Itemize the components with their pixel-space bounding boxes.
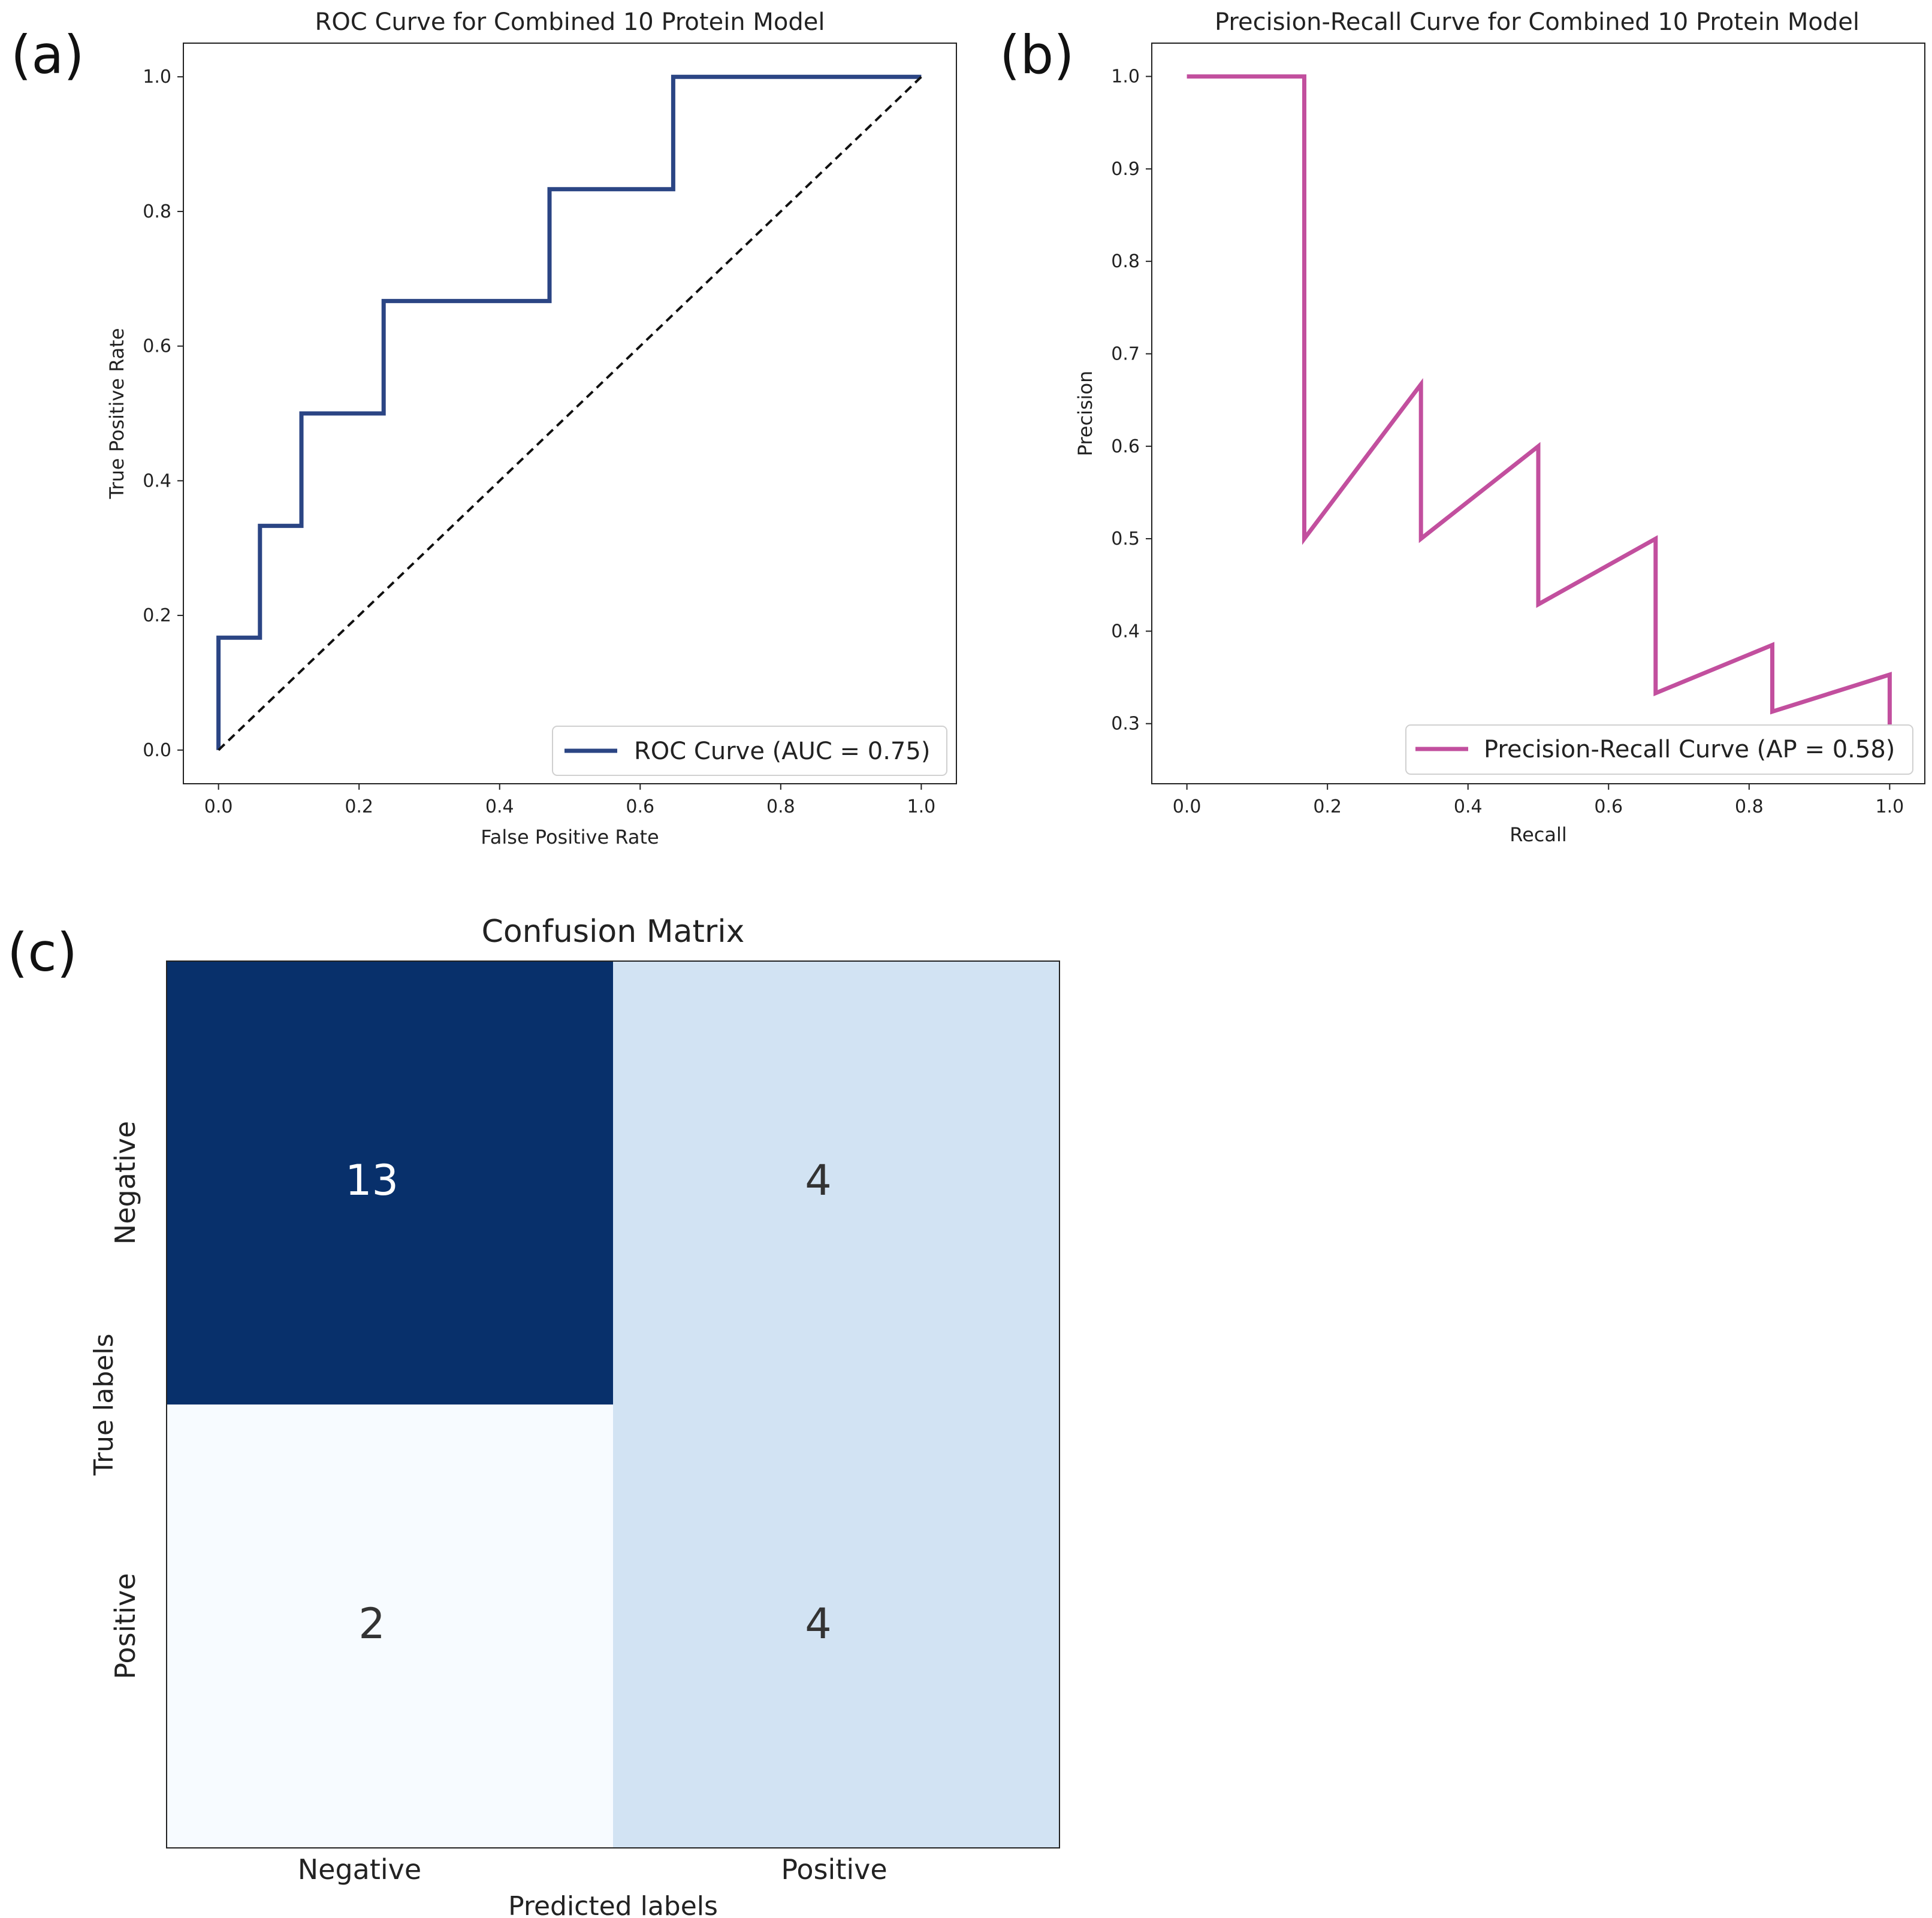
- cm-cell-negative-negative: [167, 961, 613, 1404]
- panel-label-a: (a): [11, 24, 84, 86]
- pr-title: Precision-Recall Curve for Combined 10 P…: [1215, 8, 1859, 36]
- cm-title: Confusion Matrix: [482, 914, 745, 950]
- roc-ylabel: True Positive Rate: [105, 328, 128, 499]
- confusion-matrix: Confusion Matrix 13 4 2 4 Negative Positive…: [89, 914, 1060, 1918]
- pr-ytick-label: 1.0: [1111, 67, 1140, 87]
- pr-ytick-label: 0.8: [1111, 251, 1140, 272]
- roc-ytick-label: 1.0: [143, 67, 171, 87]
- cm-value-negative-negative: 13: [345, 1156, 399, 1205]
- roc-ytick-label: 0.2: [143, 605, 171, 626]
- roc-xtick-label: 0.6: [626, 796, 654, 817]
- pr-ytick-label: 0.4: [1111, 621, 1140, 642]
- roc-xtick-label: 0.8: [766, 796, 795, 817]
- cm-ytick-negative: Negative: [109, 1121, 141, 1245]
- pr-lines: [1187, 74, 1892, 733]
- pr-curve: [1187, 74, 1892, 733]
- pr-ylabel: Precision: [1074, 371, 1097, 457]
- cm-cell-positive-positive: [613, 1404, 1059, 1848]
- cm-value-negative-positive: 4: [805, 1156, 832, 1205]
- roc-xtick-label: 0.4: [485, 796, 514, 817]
- roc-ytick-label: 0.0: [143, 740, 171, 761]
- roc-xtick-label: 0.0: [204, 796, 233, 817]
- roc-ytick-label: 0.6: [143, 336, 171, 357]
- panel-label-b: (b): [1000, 24, 1074, 86]
- roc-legend-label: ROC Curve (AUC = 0.75): [634, 738, 930, 765]
- roc-ytick-label: 0.8: [143, 201, 171, 222]
- roc-xtick-label: 1.0: [907, 796, 936, 817]
- cm-xlabel: Predicted labels: [508, 1891, 718, 1918]
- pr-legend-box: [1405, 724, 1913, 775]
- pr-ytick-label: 0.9: [1111, 159, 1140, 180]
- roc-lines: [216, 74, 922, 751]
- pr-legend-label: Precision-Recall Curve (AP = 0.58): [1484, 736, 1895, 763]
- pr-xtick-label: 0.4: [1454, 796, 1483, 817]
- roc-legend-box: [552, 726, 947, 776]
- pr-ytick-label: 0.6: [1111, 436, 1140, 457]
- pr-xtick-label: 0.6: [1594, 796, 1623, 817]
- roc-title: ROC Curve for Combined 10 Protein Model: [315, 8, 825, 36]
- pr-xlabel: Recall: [1510, 823, 1566, 846]
- roc-xlabel: False Positive Rate: [481, 826, 659, 848]
- pr-legend: Precision-Recall Curve (AP = 0.58): [1405, 724, 1913, 775]
- cm-xtick-positive: Positive: [781, 1853, 887, 1886]
- pr-xtick-label: 0.0: [1173, 796, 1202, 817]
- pr-ytick-label: 0.5: [1111, 528, 1140, 549]
- cm-cell-positive-negative: [167, 1404, 613, 1848]
- roc-ticks: 0.0 0.2 0.4 0.6 0.8 1.0 0.0 0.2 0.4 0.6 0.8 1.0: [143, 67, 935, 817]
- cm-cells: 13 4 2 4: [167, 961, 1059, 1848]
- panel-label-c: (c): [7, 922, 77, 983]
- roc-legend: ROC Curve (AUC = 0.75): [552, 726, 947, 776]
- pr-ytick-label: 0.7: [1111, 343, 1140, 364]
- pr-xtick-label: 1.0: [1876, 796, 1904, 817]
- pr-plot-frame: [1151, 43, 1925, 784]
- cm-value-positive-positive: 4: [805, 1599, 832, 1648]
- pr-chart: Precision-Recall Curve for Combined 10 P…: [1074, 8, 1925, 846]
- cm-frame: [166, 960, 1060, 1848]
- pr-xtick-label: 0.2: [1313, 796, 1342, 817]
- pr-xtick-label: 0.8: [1735, 796, 1764, 817]
- cm-ytick-positive: Positive: [109, 1573, 141, 1679]
- roc-xtick-label: 0.2: [345, 796, 373, 817]
- roc-ytick-label: 0.4: [143, 470, 171, 491]
- pr-ticks: 0.0 0.2 0.4 0.6 0.8 1.0 0.3 0.4 0.5 0.6 0.7 0.8 0.9 1…: [1111, 67, 1904, 817]
- roc-chart: ROC Curve for Combined 10 Protein Model …: [105, 8, 957, 848]
- cm-xtick-negative: Negative: [298, 1853, 421, 1886]
- cm-ylabel: True labels: [89, 1334, 119, 1476]
- roc-curve: [216, 74, 922, 750]
- roc-chance-line: [218, 75, 922, 751]
- cm-value-positive-negative: 2: [358, 1599, 385, 1648]
- pr-ytick-label: 0.3: [1111, 714, 1140, 735]
- cm-cell-negative-positive: [613, 961, 1059, 1404]
